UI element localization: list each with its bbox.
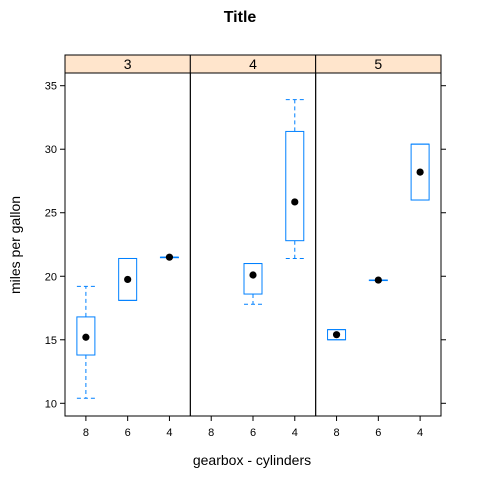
box-5-4	[411, 144, 429, 200]
y-tick-label: 30	[45, 144, 57, 156]
y-tick-label: 35	[45, 81, 57, 93]
box-5-6	[369, 276, 387, 283]
x-tick-label: 4	[417, 427, 423, 439]
strip-label: 5	[374, 56, 382, 72]
x-tick-label: 6	[375, 427, 381, 439]
box-3-4	[160, 254, 178, 261]
x-tick-label: 4	[292, 427, 298, 439]
y-axis-label: miles per gallon	[7, 196, 23, 294]
y-tick-label: 20	[45, 271, 57, 283]
y-tick-label: 10	[45, 398, 57, 410]
box-3-8	[77, 286, 95, 398]
median-dot	[249, 271, 256, 278]
x-tick-label: 8	[83, 427, 89, 439]
x-axis-label: gearbox - cylinders	[193, 452, 311, 468]
x-tick-label: 4	[166, 427, 172, 439]
box-body	[286, 131, 304, 240]
panel-4: 4 8 6 4	[190, 55, 315, 439]
x-tick-label: 6	[250, 427, 256, 439]
box-4-4	[286, 100, 304, 259]
median-dot	[291, 198, 298, 205]
chart-title: Title	[224, 9, 257, 26]
x-tick-label: 8	[333, 427, 339, 439]
box-body	[244, 264, 262, 294]
box-5-8	[328, 330, 346, 340]
box-4-6	[244, 264, 262, 305]
panel-3: 3 8 6 4	[65, 55, 190, 439]
y-tick-label: 25	[45, 208, 57, 220]
x-tick-label: 8	[208, 427, 214, 439]
strip-label: 3	[124, 56, 132, 72]
median-dot	[417, 168, 424, 175]
panel-frame	[190, 73, 315, 416]
strip-label: 4	[249, 56, 257, 72]
median-dot	[82, 334, 89, 341]
x-tick-label: 6	[125, 427, 131, 439]
y-tick-label: 15	[45, 335, 57, 347]
y-axis-group: 10 15 20 25 30 35	[45, 81, 446, 411]
median-dot	[375, 276, 382, 283]
panels-group: 3 8 6 4 4 8 6 4 5 8 6 4	[65, 55, 441, 439]
median-dot	[333, 331, 340, 338]
median-dot	[166, 254, 173, 261]
median-dot	[124, 276, 131, 283]
panel-5: 5 8 6 4	[316, 55, 441, 439]
box-3-6	[119, 258, 137, 300]
panel-frame	[65, 73, 190, 416]
panel-frame	[316, 73, 441, 416]
